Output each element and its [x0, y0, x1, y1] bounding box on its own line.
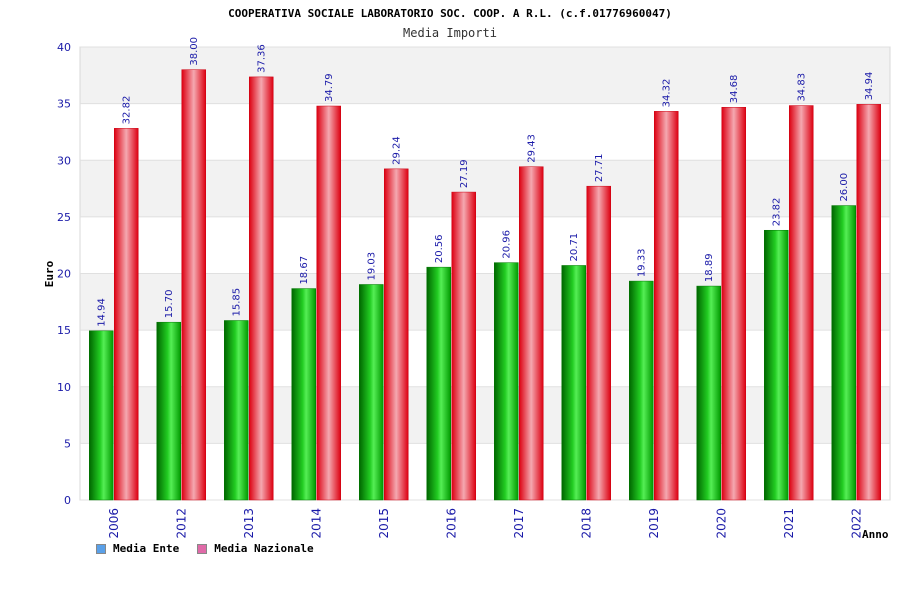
bar-media-ente	[764, 229, 789, 501]
bar-media-nazionale	[856, 104, 881, 501]
bar-media-nazionale	[586, 185, 611, 501]
data-label: 27.71	[594, 154, 605, 183]
data-label: 34.32	[662, 79, 673, 108]
x-tick-label: 2022	[849, 508, 863, 539]
data-label: 18.67	[299, 256, 310, 285]
x-tick-label: 2015	[377, 508, 391, 539]
plot-band	[80, 386, 890, 444]
data-label: 32.82	[122, 96, 133, 125]
y-tick-label: 20	[57, 268, 71, 281]
bar-media-ente	[426, 266, 451, 501]
bar-media-ente	[494, 262, 519, 501]
bar-media-nazionale	[181, 69, 206, 501]
bar-media-ente	[156, 321, 181, 501]
bar-media-nazionale	[316, 105, 341, 501]
bar-media-ente	[561, 265, 586, 501]
bar-media-nazionale	[519, 166, 544, 501]
y-axis-label: Euro	[43, 260, 56, 287]
data-label: 15.70	[164, 290, 175, 319]
y-tick-label: 40	[57, 41, 71, 54]
plot-band	[80, 443, 890, 500]
y-tick-label: 35	[57, 98, 71, 111]
legend-label-ente: Media Ente	[113, 542, 180, 555]
data-label: 29.24	[392, 136, 403, 165]
y-tick-label: 30	[57, 154, 71, 167]
legend-swatch-nazionale	[197, 543, 208, 554]
x-tick-label: 2013	[242, 508, 256, 539]
plot-band	[80, 160, 890, 217]
bar-media-ente	[696, 285, 721, 501]
x-axis-label: Anno	[862, 528, 889, 541]
plot-band	[80, 330, 890, 387]
plot-band	[80, 273, 890, 331]
data-label: 34.79	[324, 73, 335, 102]
plot-band	[80, 216, 890, 274]
x-tick-label: 2006	[107, 508, 121, 539]
x-tick-label: 2019	[647, 508, 661, 539]
data-label: 29.43	[527, 134, 538, 163]
y-tick-label: 25	[57, 211, 71, 224]
bar-media-nazionale	[451, 191, 476, 501]
x-tick-label: 2012	[174, 508, 188, 539]
bar-media-nazionale	[384, 168, 409, 501]
bar-media-ente	[629, 280, 654, 501]
chart-subtitle: Media Importi	[403, 26, 497, 40]
x-tick-label: 2018	[579, 508, 593, 539]
plot-band	[80, 103, 890, 161]
data-label: 20.96	[502, 230, 513, 259]
bar-media-ente	[291, 288, 316, 501]
bar-media-ente	[831, 205, 856, 501]
chart-title: COOPERATIVA SOCIALE LABORATORIO SOC. COO…	[228, 7, 672, 20]
y-tick-label: 10	[57, 381, 71, 394]
data-label: 37.36	[257, 44, 268, 73]
data-label: 26.00	[839, 173, 850, 202]
data-label: 20.71	[569, 233, 580, 262]
data-label: 15.85	[232, 288, 243, 317]
data-label: 34.94	[864, 72, 875, 101]
bar-media-ente	[359, 284, 384, 501]
data-label: 19.03	[367, 252, 378, 281]
data-label: 38.00	[189, 37, 200, 66]
x-tick-label: 2017	[512, 508, 526, 539]
data-label: 27.19	[459, 159, 470, 188]
data-label: 18.89	[704, 253, 715, 282]
bar-media-nazionale	[114, 128, 139, 501]
data-label: 34.68	[729, 75, 740, 104]
y-tick-label: 5	[64, 437, 71, 450]
bar-media-nazionale	[654, 111, 679, 501]
x-tick-label: 2020	[714, 508, 728, 539]
bar-media-nazionale	[249, 76, 274, 501]
data-label: 23.82	[772, 198, 783, 227]
data-label: 34.83	[797, 73, 808, 102]
x-tick-label: 2021	[782, 508, 796, 539]
legend-item-nazionale: Media Nazionale	[197, 542, 314, 555]
y-tick-label: 15	[57, 324, 71, 337]
x-tick-label: 2014	[309, 508, 323, 539]
chart-legend: Media Ente Media Nazionale	[96, 542, 314, 555]
legend-item-ente: Media Ente	[96, 542, 179, 555]
data-label: 20.56	[434, 235, 445, 264]
legend-swatch-ente	[96, 543, 106, 554]
data-label: 14.94	[97, 298, 108, 327]
data-label: 19.33	[637, 248, 648, 277]
bar-media-nazionale	[789, 105, 814, 501]
legend-label-nazionale: Media Nazionale	[214, 542, 314, 555]
y-tick-label: 0	[64, 494, 71, 507]
plot-band	[80, 47, 890, 104]
x-tick-label: 2016	[444, 508, 458, 539]
bar-media-ente	[224, 320, 249, 501]
bar-media-nazionale	[721, 106, 746, 501]
bar-media-ente	[89, 330, 114, 501]
